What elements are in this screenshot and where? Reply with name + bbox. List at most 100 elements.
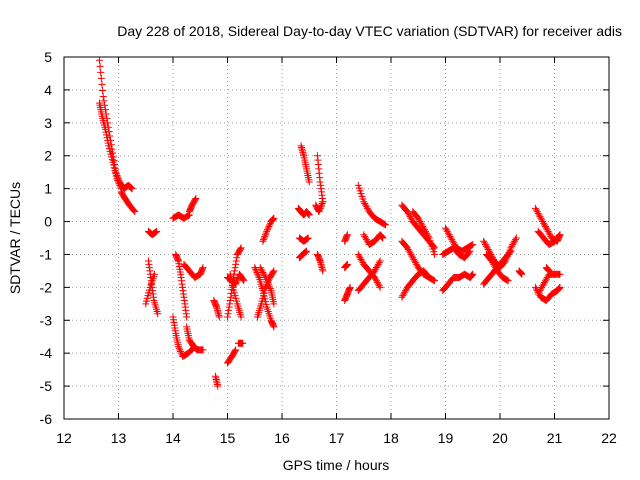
data-point bbox=[546, 231, 554, 239]
data-segment bbox=[439, 244, 474, 262]
data-point bbox=[305, 211, 313, 219]
data-point bbox=[361, 199, 369, 207]
data-point bbox=[192, 195, 200, 203]
data-point bbox=[153, 227, 161, 235]
data-point bbox=[540, 219, 548, 227]
data-point bbox=[509, 241, 517, 249]
data-point bbox=[382, 221, 390, 229]
data-point bbox=[468, 241, 476, 249]
data-point bbox=[538, 216, 546, 224]
data-point bbox=[469, 270, 477, 278]
y-tick-label: 4 bbox=[44, 82, 52, 98]
data-point bbox=[414, 214, 422, 222]
data-segment bbox=[439, 270, 477, 295]
data-segment bbox=[534, 270, 564, 298]
data-point bbox=[542, 275, 550, 283]
data-segment bbox=[253, 267, 278, 321]
data-point bbox=[379, 234, 387, 242]
data-point bbox=[407, 250, 415, 258]
data-point bbox=[362, 236, 370, 244]
data-segment bbox=[294, 204, 313, 219]
data-segment bbox=[354, 257, 384, 295]
data-point bbox=[412, 259, 420, 267]
data-segment bbox=[409, 208, 439, 258]
data-point bbox=[224, 313, 231, 321]
data-point bbox=[318, 201, 326, 209]
data-segment bbox=[234, 339, 247, 347]
data-point bbox=[541, 221, 549, 229]
data-point bbox=[445, 231, 453, 239]
data-point bbox=[481, 241, 489, 249]
data-point bbox=[254, 270, 262, 278]
data-point bbox=[191, 343, 199, 351]
data-point bbox=[447, 234, 455, 242]
data-point bbox=[442, 224, 449, 232]
data-point bbox=[343, 231, 351, 239]
data-point bbox=[444, 229, 452, 237]
data-point bbox=[518, 270, 526, 278]
data-point bbox=[401, 288, 409, 296]
data-point bbox=[115, 180, 123, 188]
data-point bbox=[315, 208, 323, 216]
data-point bbox=[360, 231, 368, 239]
data-point bbox=[154, 310, 162, 318]
data-point bbox=[406, 213, 414, 221]
data-point bbox=[116, 183, 124, 191]
data-point bbox=[488, 257, 496, 265]
data-point bbox=[540, 280, 548, 288]
data-segment bbox=[142, 270, 158, 308]
data-point bbox=[183, 313, 191, 321]
data-point bbox=[127, 184, 135, 192]
axis-ticks bbox=[63, 56, 610, 420]
data-point bbox=[405, 247, 413, 255]
x-tick-label: 22 bbox=[601, 430, 617, 446]
data-point bbox=[469, 241, 477, 249]
data-point bbox=[266, 221, 274, 229]
data-point bbox=[361, 232, 369, 240]
data-point bbox=[354, 250, 362, 258]
data-point bbox=[531, 283, 539, 291]
data-point bbox=[536, 287, 544, 295]
data-point bbox=[261, 232, 269, 240]
data-point bbox=[537, 214, 545, 222]
data-point bbox=[304, 234, 312, 242]
data-segment bbox=[313, 152, 327, 206]
data-point bbox=[99, 86, 107, 94]
data-point bbox=[231, 267, 239, 275]
data-point bbox=[407, 214, 415, 222]
data-segment bbox=[117, 188, 139, 216]
data-point bbox=[400, 290, 408, 298]
data-point bbox=[507, 247, 515, 255]
y-tick-label: 1 bbox=[44, 181, 52, 197]
data-point bbox=[114, 178, 122, 186]
data-segment bbox=[172, 250, 191, 321]
data-segment bbox=[212, 372, 222, 390]
data-point bbox=[376, 257, 384, 265]
data-point bbox=[443, 227, 451, 235]
data-point bbox=[116, 181, 124, 189]
data-point bbox=[510, 239, 518, 247]
data-point bbox=[431, 250, 439, 258]
x-tick-label: 21 bbox=[547, 430, 563, 446]
data-point bbox=[128, 185, 136, 193]
data-segment bbox=[224, 270, 248, 288]
data-point bbox=[184, 212, 192, 220]
data-point bbox=[372, 264, 380, 272]
data-segment bbox=[360, 231, 387, 249]
data-point bbox=[491, 264, 499, 272]
data-segment bbox=[224, 346, 240, 367]
data-point bbox=[356, 254, 364, 262]
data-point bbox=[381, 220, 389, 228]
data-point bbox=[512, 234, 520, 242]
x-tick-label: 12 bbox=[56, 430, 72, 446]
data-point bbox=[362, 234, 370, 242]
data-segment bbox=[354, 250, 384, 291]
data-point bbox=[536, 213, 544, 221]
data-point bbox=[404, 246, 412, 254]
data-point bbox=[261, 272, 269, 280]
y-tick-labels: -6 -5 -4 -3 -2 -1 0 1 2 3 4 5 bbox=[40, 49, 53, 427]
data-point bbox=[232, 260, 240, 268]
data-segment bbox=[354, 181, 390, 229]
x-tick-label: 15 bbox=[220, 430, 236, 446]
data-point bbox=[232, 280, 240, 288]
